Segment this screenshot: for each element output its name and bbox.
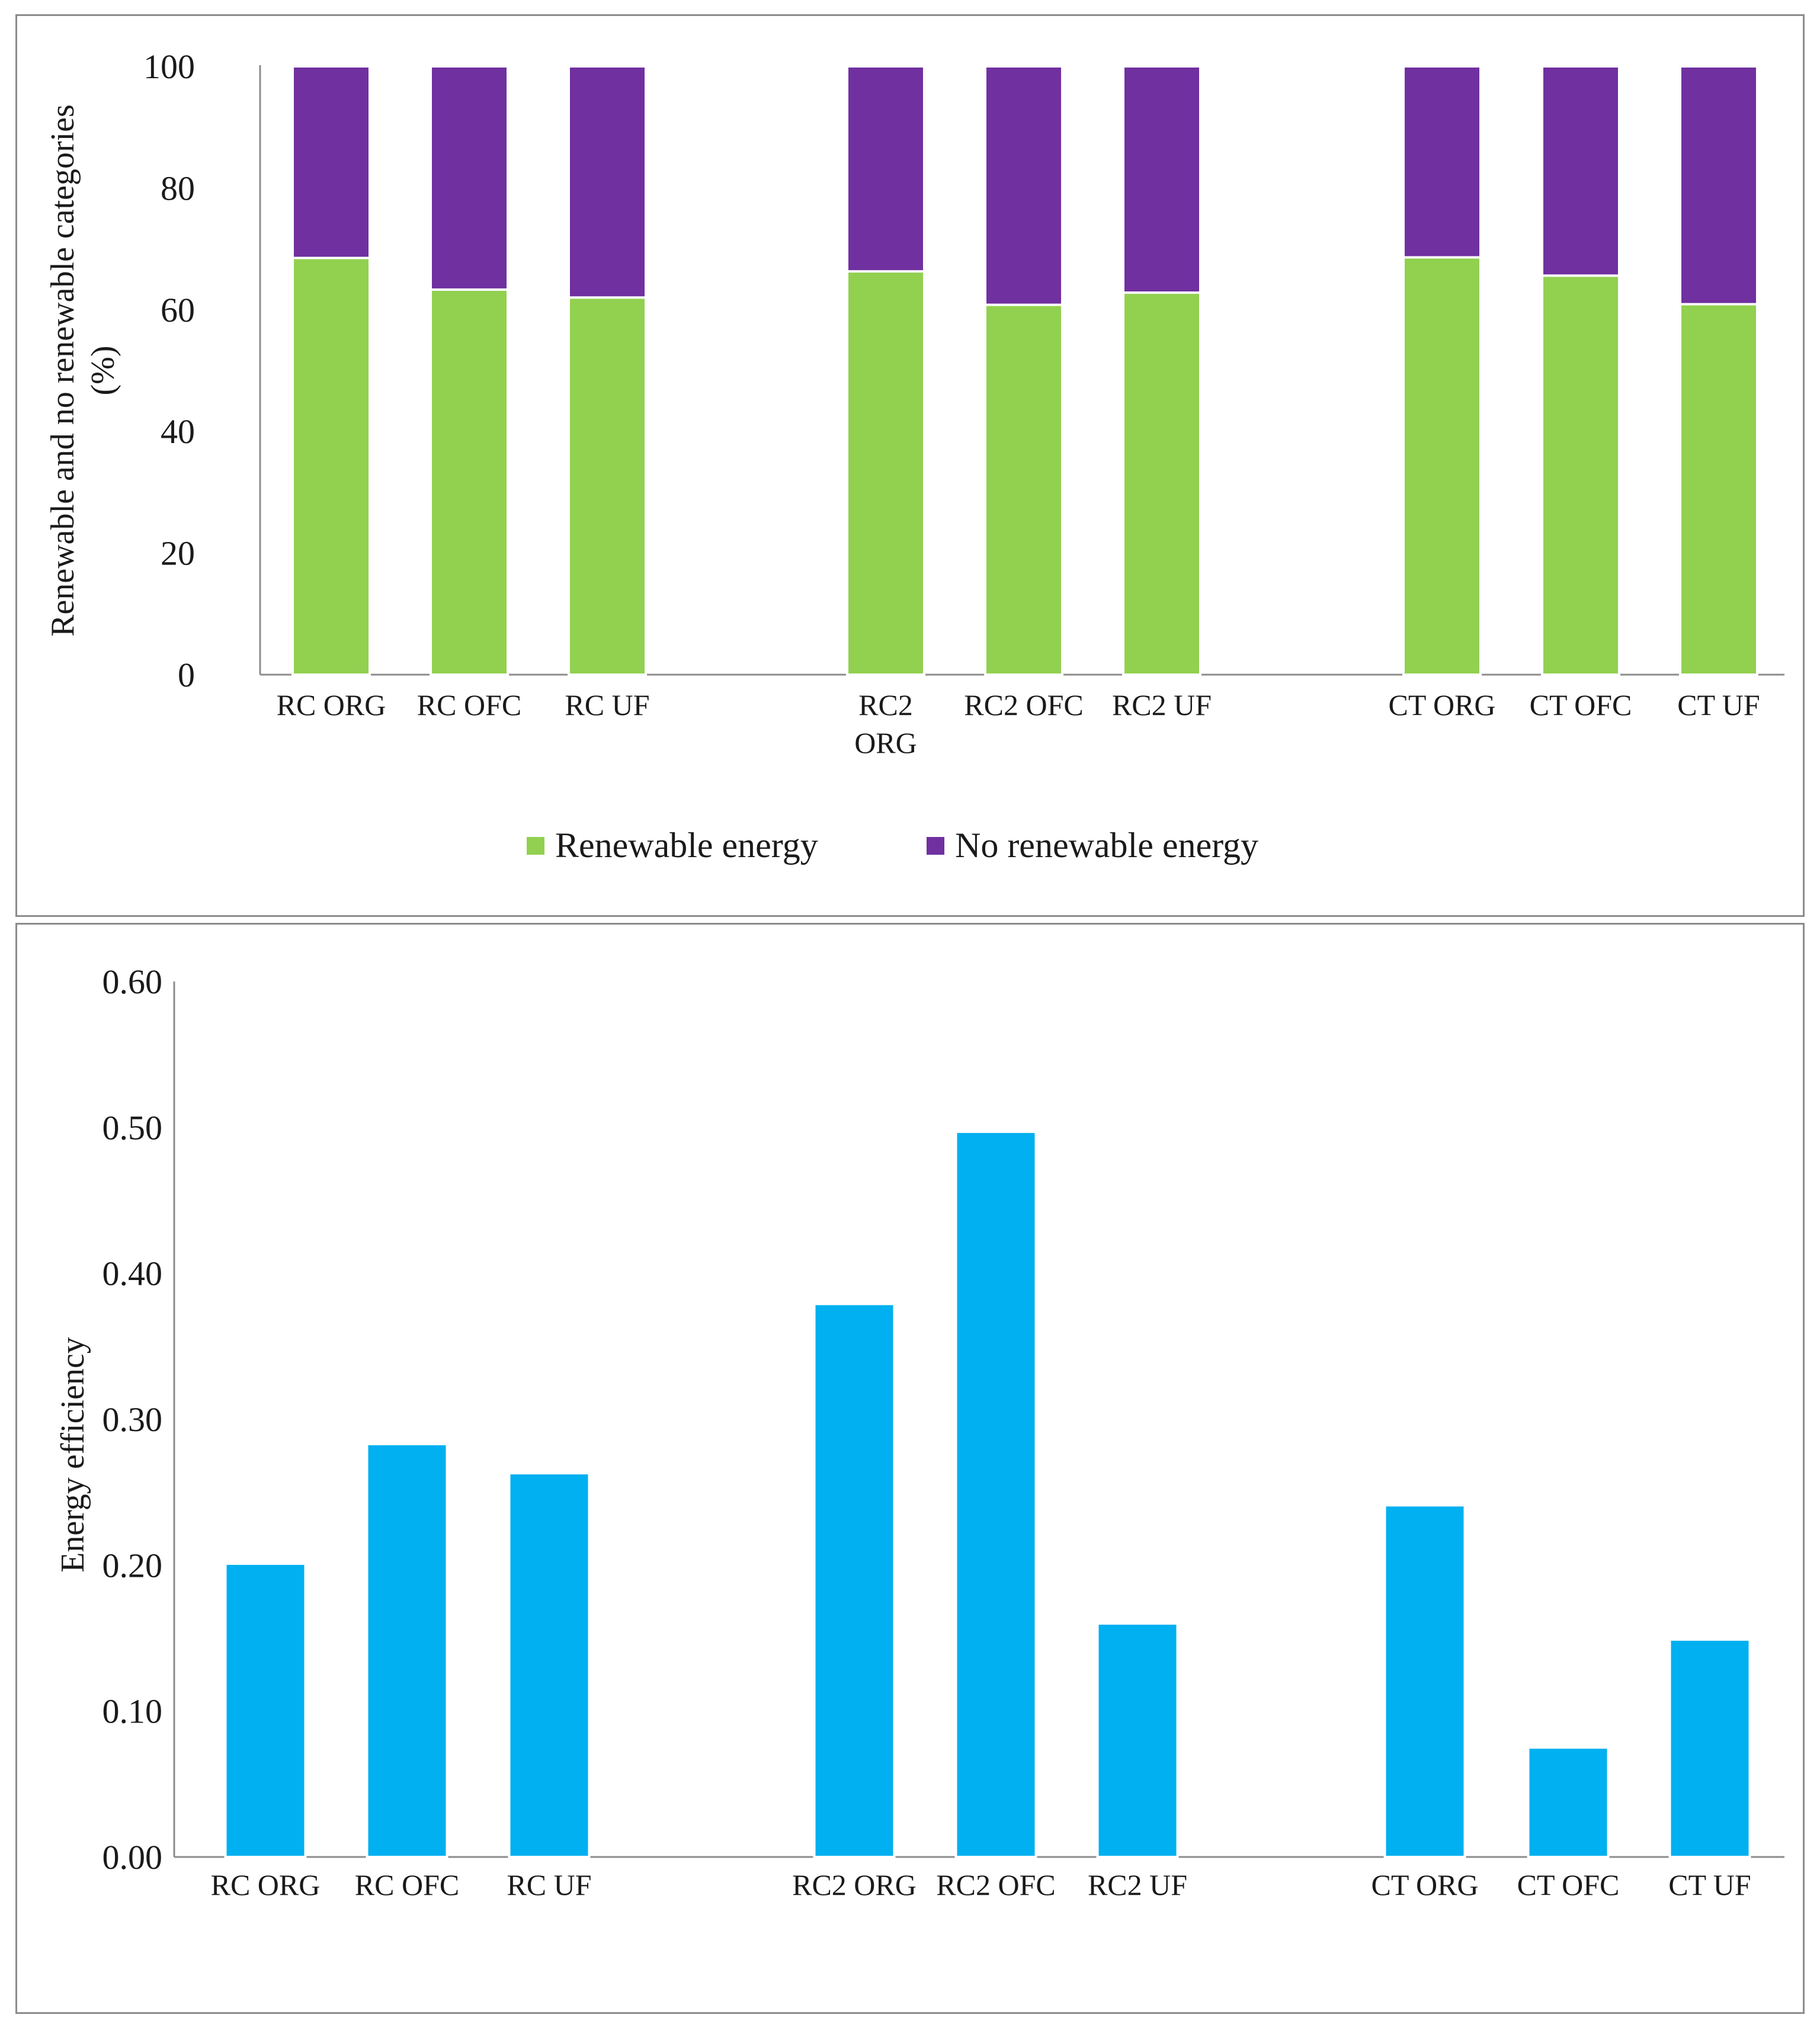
efficiency-chart-panel: 0.00 0.10 0.20 0.30 0.40 0.50 0.60 Energy effic… — [15, 923, 1805, 2014]
renewable-bar-rc2-org — [846, 270, 925, 676]
x-tick-label: RC OFC — [355, 1868, 459, 1901]
y-tick-label: 60 — [161, 291, 195, 329]
efficiency-bar-ct-org — [1383, 1504, 1466, 1858]
renewable-bar-ct-uf — [1679, 303, 1758, 676]
legend-swatch-no-renewable — [927, 837, 944, 855]
efficiency-bar-rc2-uf — [1096, 1622, 1179, 1859]
y-tick-label: 0 — [178, 656, 195, 694]
x-tick-label: CT ORG — [1371, 1868, 1478, 1901]
y-tick-label: 0.20 — [102, 1546, 163, 1584]
x-tick-label: RC2 OFC — [936, 1868, 1055, 1901]
no-renewable-bar-rc-uf — [568, 65, 647, 299]
legend-swatch-renewable — [527, 837, 544, 855]
y-tick-label: 0.00 — [102, 1838, 163, 1877]
x-tick-label: CT UF — [1668, 1868, 1751, 1901]
x-tick-label: RC OFC — [417, 688, 521, 721]
no-renewable-bar-ct-ofc — [1541, 65, 1620, 277]
renewable-bar-ct-org — [1402, 256, 1482, 676]
y-axis-label-line: Renewable and no renewable categories — [44, 104, 81, 637]
no-renewable-bar-ct-uf — [1679, 65, 1758, 306]
no-renewable-bar-rc2-uf — [1122, 65, 1201, 294]
y-tick-label: 0.40 — [102, 1255, 163, 1293]
x-tick-label: CT OFC — [1517, 1868, 1620, 1901]
no-renewable-bar-rc2-org — [846, 65, 925, 273]
energy-efficiency-bar-chart: 0.00 0.10 0.20 0.30 0.40 0.50 0.60 Energy effic… — [55, 963, 1784, 1901]
x-tick-label: RC2 — [858, 688, 913, 721]
y-axis-label: Renewable and no renewable categories (%) — [44, 104, 121, 637]
legend-label: Renewable energy — [555, 826, 818, 865]
x-tick-label: RC2 UF — [1088, 1868, 1187, 1901]
x-tick-label: CT OFC — [1530, 688, 1632, 721]
y-tick-label: 0.50 — [102, 1108, 163, 1147]
efficiency-bar-rc2-ofc — [954, 1130, 1037, 1858]
renewable-bar-ct-ofc — [1541, 274, 1620, 676]
x-tick-label: RC UF — [565, 688, 649, 721]
y-tick-label: 0.30 — [102, 1400, 163, 1439]
renewable-bar-rc-org — [291, 256, 371, 676]
efficiency-bar-rc-uf — [508, 1472, 591, 1858]
renewable-chart-panel: 0 20 40 60 80 100 Renewable and no renewable c… — [15, 14, 1805, 917]
efficiency-bar-rc2-org — [813, 1303, 896, 1858]
no-renewable-bar-rc-ofc — [430, 65, 509, 291]
legend-label: No renewable energy — [955, 826, 1258, 865]
renewable-bar-rc-uf — [568, 296, 647, 676]
no-renewable-bar-rc2-ofc — [984, 65, 1063, 306]
efficiency-bar-rc-ofc — [366, 1442, 448, 1858]
x-tick-label: RC2 OFC — [964, 688, 1083, 721]
y-tick-label: 20 — [161, 534, 195, 573]
x-tick-label: RC UF — [507, 1868, 591, 1901]
x-tick-label: CT UF — [1677, 688, 1760, 721]
y-tick-label: 0.60 — [102, 963, 163, 1001]
renewable-bar-rc2-uf — [1122, 291, 1201, 676]
renewable-stacked-bar-chart: 0 20 40 60 80 100 Renewable and no renewable c… — [44, 47, 1784, 865]
efficiency-bar-ct-uf — [1668, 1638, 1751, 1859]
x-tick-label: RC ORG — [277, 688, 386, 721]
no-renewable-bar-ct-org — [1402, 65, 1482, 259]
renewable-bar-rc-ofc — [430, 288, 509, 676]
y-tick-label: 80 — [161, 169, 195, 207]
no-renewable-bar-rc-org — [291, 65, 371, 259]
y-axis-label: Energy efficiency — [55, 1337, 91, 1573]
efficiency-bar-ct-ofc — [1527, 1746, 1610, 1858]
x-tick-label: RC ORG — [211, 1868, 321, 1901]
y-axis-label-line: (%) — [85, 346, 121, 396]
x-tick-label: RC2 UF — [1112, 688, 1212, 721]
renewable-bar-rc2-ofc — [984, 303, 1063, 676]
x-tick-label: CT ORG — [1388, 688, 1495, 721]
y-tick-label: 40 — [161, 412, 195, 451]
efficiency-bar-rc-org — [224, 1562, 307, 1858]
y-tick-label: 0.10 — [102, 1692, 163, 1731]
x-tick-label: RC2 ORG — [792, 1868, 917, 1901]
x-tick-label: ORG — [854, 726, 917, 759]
y-tick-label: 100 — [143, 47, 195, 86]
